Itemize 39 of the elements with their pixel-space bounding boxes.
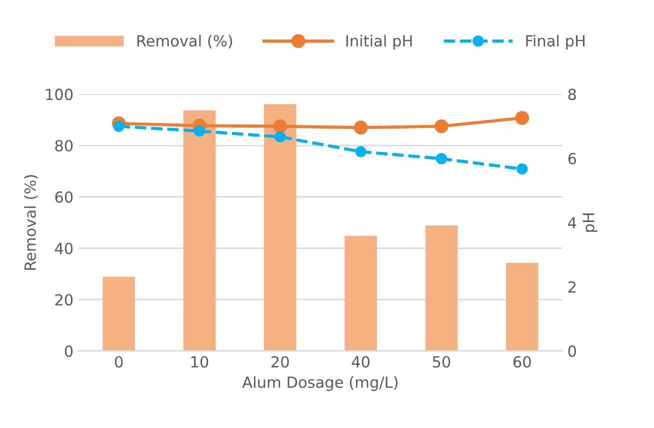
point	[274, 131, 286, 142]
bar	[344, 236, 377, 351]
point	[113, 120, 124, 132]
y-tick-label: 80	[55, 140, 73, 152]
y-tick-label: 40	[54, 242, 73, 254]
y-axis-title: Removal (%)	[24, 175, 38, 270]
y2-tick-label: 0	[568, 345, 576, 357]
y2-tick-label: 6	[568, 152, 576, 164]
x-tick-label: 20	[272, 356, 289, 368]
legend-label: Initial pH	[346, 34, 412, 50]
point	[434, 119, 448, 134]
y-tick-label: 60	[55, 191, 73, 203]
bar	[102, 276, 135, 351]
y2-tick-label: 4	[568, 217, 576, 228]
point	[273, 119, 288, 134]
bar	[183, 110, 216, 351]
x-axis-title: Alum Dosage (mg/L)	[242, 376, 398, 391]
legend-label: Final pH	[526, 34, 585, 50]
legend-label: Removal (%)	[137, 34, 232, 48]
y-tick-label: 20	[55, 294, 73, 306]
x-tick-label: 0	[114, 356, 123, 368]
x-tick-label: 60	[513, 356, 531, 368]
y-tick-label: 100	[46, 88, 73, 100]
y-tick-label: 0	[64, 345, 73, 357]
point	[194, 126, 206, 137]
y2-axis-title: pH	[583, 213, 598, 232]
point	[515, 110, 530, 125]
point	[516, 163, 528, 175]
x-tick-label: 50	[432, 356, 450, 368]
bar	[264, 104, 296, 351]
bar	[506, 262, 538, 351]
x-tick-label: 40	[352, 356, 370, 368]
point	[354, 120, 368, 134]
y2-tick-label: 2	[568, 281, 576, 293]
y2-tick-label: 8	[568, 88, 576, 100]
point	[436, 153, 448, 164]
bar	[425, 225, 458, 351]
point	[355, 146, 366, 158]
x-tick-label: 10	[191, 356, 208, 368]
